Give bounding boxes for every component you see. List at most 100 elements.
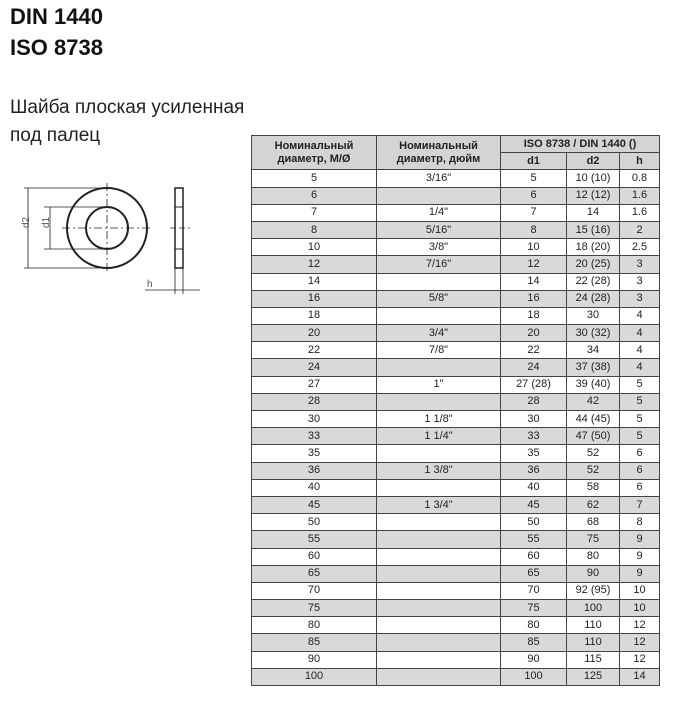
table-row: 80 80 110 12 — [251, 616, 660, 635]
header-d1: d1 — [500, 152, 567, 171]
cell-d2: 92 (95) — [566, 581, 620, 601]
cell-nominal-inch — [376, 667, 501, 687]
table-row: 20 3/4" 20 30 (32) 4 — [251, 324, 660, 343]
cell-nominal-metric: 6 — [251, 186, 377, 205]
cell-nominal-metric: 30 — [251, 409, 377, 429]
header-h: h — [619, 152, 660, 171]
cell-d2: 58 — [566, 478, 620, 497]
header-nominal-inch: Номинальный диаметр, дюйм — [376, 134, 501, 171]
cell-nominal-metric: 12 — [251, 255, 377, 274]
cell-h: 3 — [619, 289, 660, 308]
cell-d1: 85 — [500, 633, 567, 652]
cell-nominal-metric: 28 — [251, 392, 377, 412]
table-row: 30 1 1/8" 30 44 (45) 5 — [251, 409, 660, 429]
cell-nominal-metric: 85 — [251, 633, 377, 652]
cell-d1: 10 — [500, 238, 567, 257]
table-row: 65 65 90 9 — [251, 564, 660, 583]
washer-dimensions-table: Номинальный диаметр, М/Ø Номинальный диаме… — [251, 134, 660, 687]
cell-nominal-inch — [376, 478, 501, 497]
cell-nominal-inch — [376, 650, 501, 669]
cell-nominal-inch: 5/8" — [376, 289, 501, 308]
cell-nominal-inch — [376, 633, 501, 652]
cell-nominal-inch — [376, 392, 501, 412]
cell-nominal-inch — [376, 530, 501, 549]
cell-h: 5 — [619, 427, 660, 446]
cell-d2: 24 (28) — [566, 289, 620, 308]
standard-title-din: DIN 1440 — [10, 4, 103, 29]
cell-d2: 22 (28) — [566, 272, 620, 291]
cell-d2: 47 (50) — [566, 427, 620, 446]
cell-nominal-inch: 1 3/8" — [376, 461, 501, 480]
table-row: 18 18 30 4 — [251, 306, 660, 326]
cell-h: 6 — [619, 444, 660, 463]
cell-d1: 14 — [500, 272, 567, 291]
cell-nominal-metric: 55 — [251, 530, 377, 549]
cell-d1: 80 — [500, 616, 567, 635]
cell-d2: 37 (38) — [566, 358, 620, 377]
cell-nominal-metric: 7 — [251, 203, 377, 222]
cell-h: 9 — [619, 564, 660, 583]
cell-nominal-inch — [376, 186, 501, 205]
header-d2: d2 — [566, 152, 620, 171]
cell-d2: 20 (25) — [566, 255, 620, 274]
cell-d2: 18 (20) — [566, 238, 620, 257]
table-row: 45 1 3/4" 45 62 7 — [251, 495, 660, 515]
cell-h: 3 — [619, 255, 660, 274]
cell-nominal-metric: 24 — [251, 358, 377, 377]
cell-d1: 90 — [500, 650, 567, 669]
cell-d1: 20 — [500, 324, 567, 343]
cell-nominal-metric: 50 — [251, 513, 377, 532]
cell-h: 9 — [619, 530, 660, 549]
cell-h: 4 — [619, 358, 660, 377]
cell-nominal-inch — [376, 599, 501, 618]
cell-h: 8 — [619, 513, 660, 532]
table-row: 75 75 100 10 — [251, 599, 660, 618]
cell-nominal-inch: 1 1/8" — [376, 409, 501, 429]
cell-d1: 18 — [500, 306, 567, 326]
table-row: 14 14 22 (28) 3 — [251, 272, 660, 291]
cell-d2: 110 — [566, 633, 620, 652]
cell-d2: 14 — [566, 203, 620, 222]
table-row: 28 28 42 5 — [251, 392, 660, 412]
cell-d2: 34 — [566, 341, 620, 360]
cell-d2: 110 — [566, 616, 620, 635]
cell-nominal-metric: 90 — [251, 650, 377, 669]
cell-h: 2 — [619, 220, 660, 240]
cell-nominal-metric: 27 — [251, 375, 377, 394]
cell-d2: 75 — [566, 530, 620, 549]
cell-h: 10 — [619, 599, 660, 618]
cell-d1: 35 — [500, 444, 567, 463]
product-name-line1: Шайба плоская усиленная — [10, 97, 245, 118]
cell-d1: 75 — [500, 599, 567, 618]
table-row: 33 1 1/4" 33 47 (50) 5 — [251, 427, 660, 446]
cell-d2: 90 — [566, 564, 620, 583]
cell-d1: 22 — [500, 341, 567, 360]
cell-h: 12 — [619, 633, 660, 652]
cell-d1: 70 — [500, 581, 567, 601]
cell-nominal-metric: 5 — [251, 169, 377, 188]
cell-d2: 12 (12) — [566, 186, 620, 205]
table-row: 16 5/8" 16 24 (28) 3 — [251, 289, 660, 308]
cell-nominal-inch: 5/16" — [376, 220, 501, 240]
cell-nominal-metric: 100 — [251, 667, 377, 687]
cell-nominal-inch — [376, 272, 501, 291]
cell-nominal-inch: 1" — [376, 375, 501, 394]
cell-d1: 28 — [500, 392, 567, 412]
h-label: h — [147, 279, 153, 290]
cell-d1: 36 — [500, 461, 567, 480]
cell-h: 3 — [619, 272, 660, 291]
cell-d1: 55 — [500, 530, 567, 549]
cell-nominal-metric: 14 — [251, 272, 377, 291]
header-standard-group: ISO 8738 / DIN 1440 () — [500, 134, 660, 154]
cell-d2: 52 — [566, 461, 620, 480]
cell-d2: 39 (40) — [566, 375, 620, 394]
cell-nominal-metric: 35 — [251, 444, 377, 463]
cell-d2: 42 — [566, 392, 620, 412]
table-row: 55 55 75 9 — [251, 530, 660, 549]
product-name-line2: под палец — [10, 125, 101, 146]
cell-d2: 44 (45) — [566, 409, 620, 429]
cell-nominal-inch — [376, 616, 501, 635]
cell-nominal-metric: 70 — [251, 581, 377, 601]
cell-nominal-metric: 10 — [251, 238, 377, 257]
table-row: 24 24 37 (38) 4 — [251, 358, 660, 377]
